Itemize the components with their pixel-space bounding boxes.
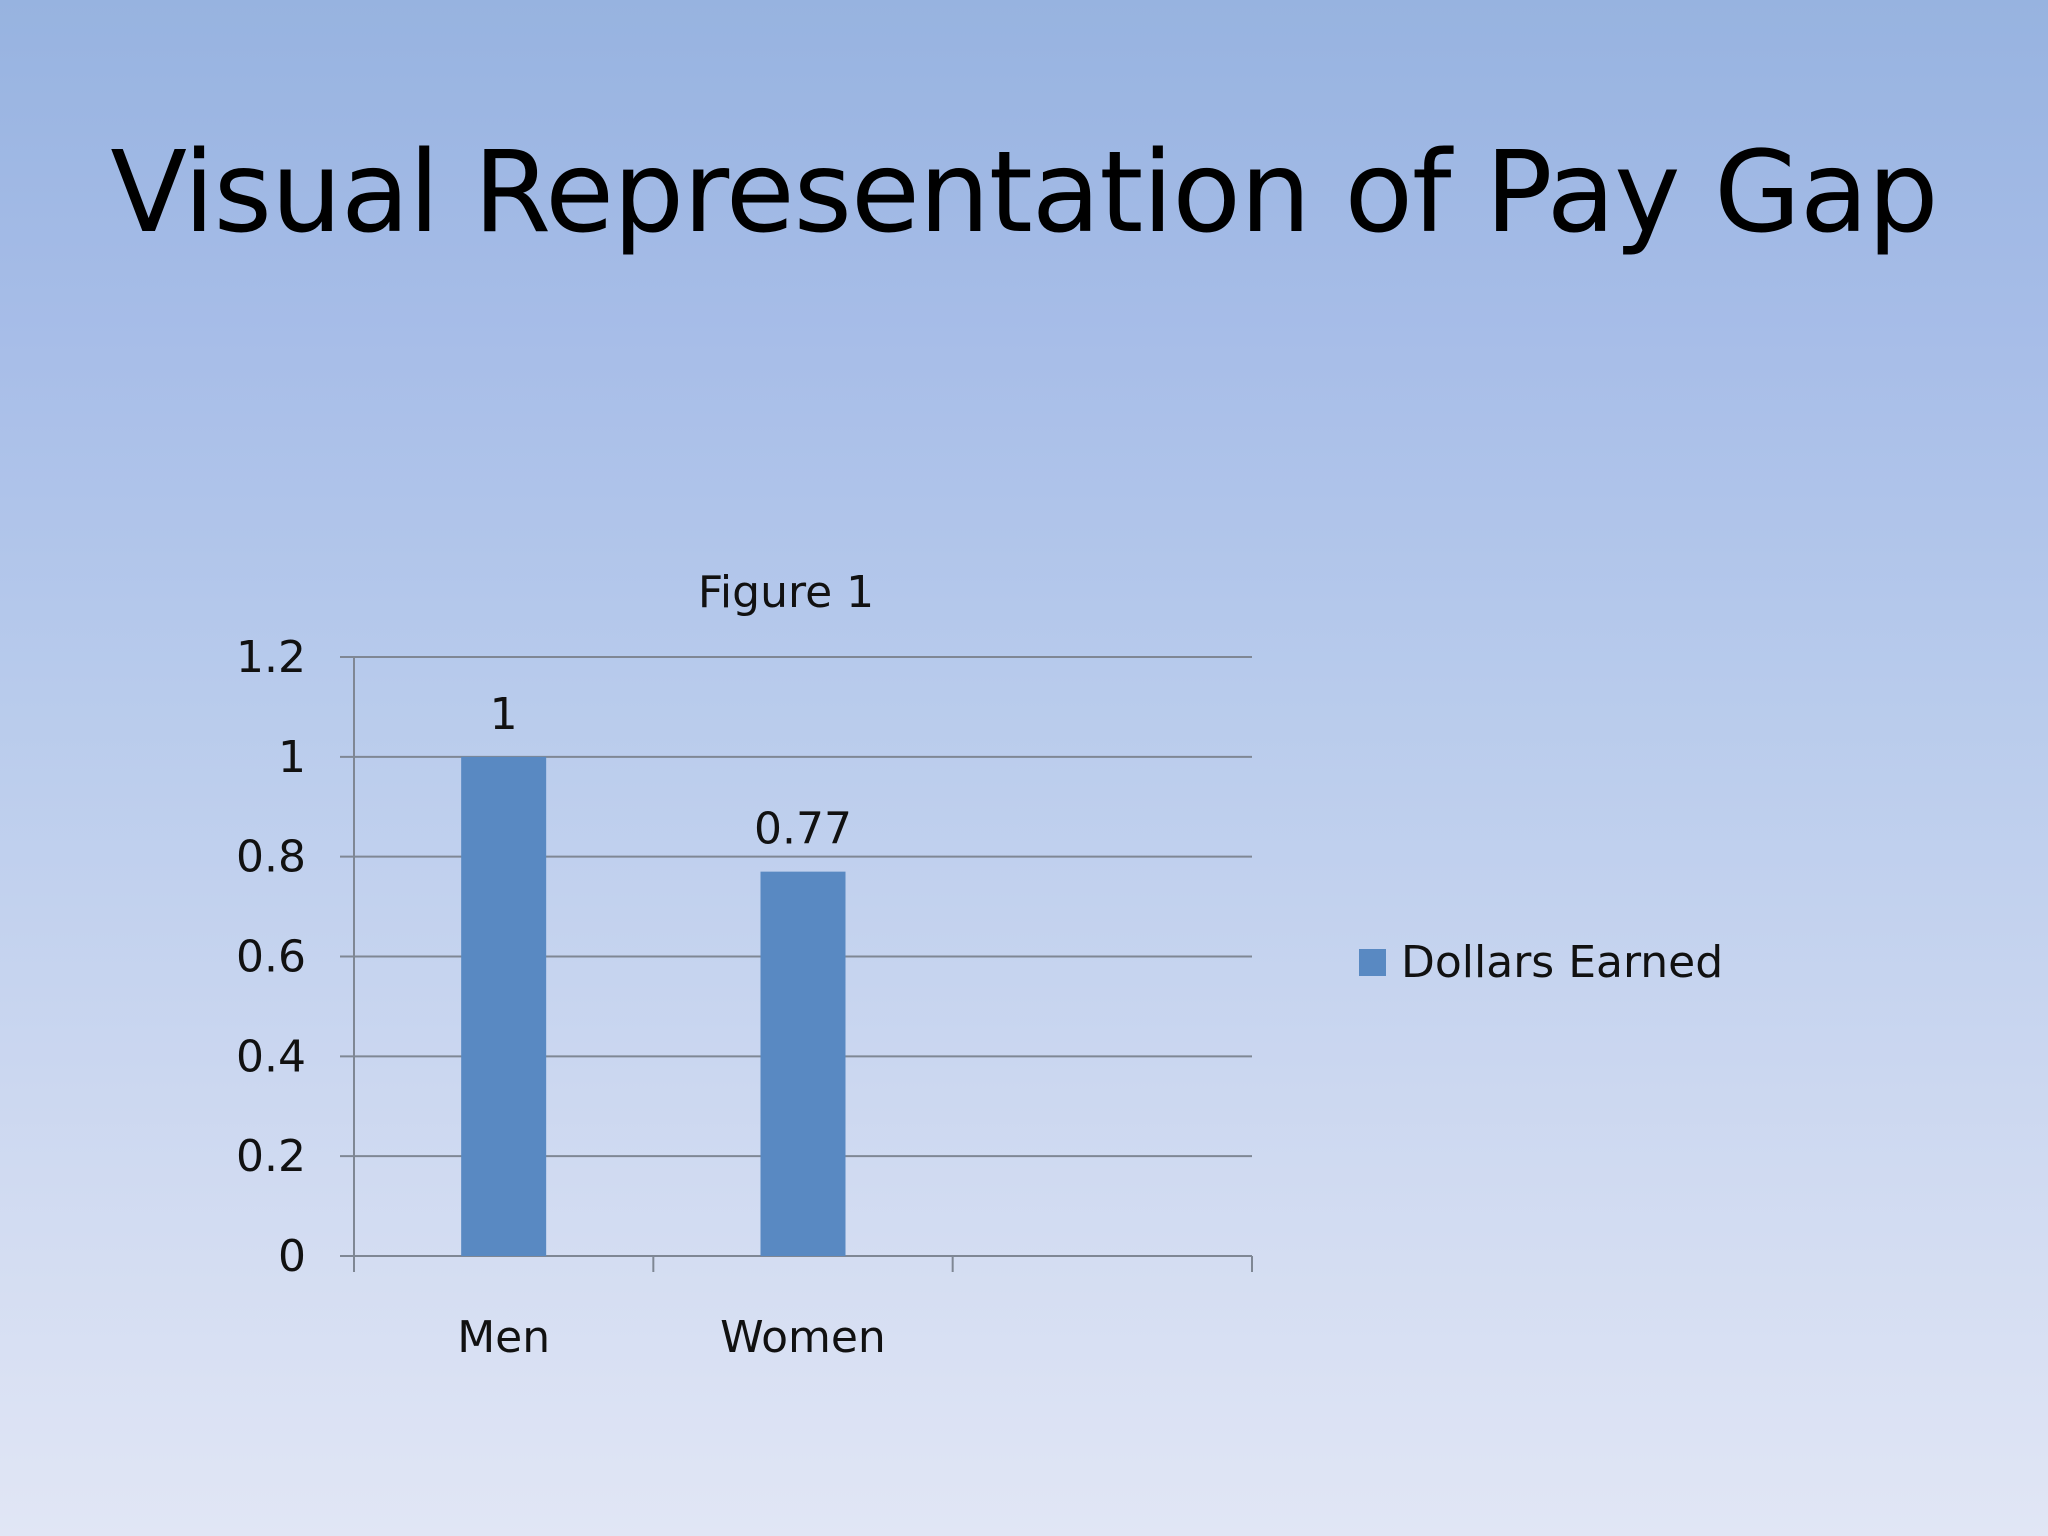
x-category-label: Women <box>720 1312 886 1363</box>
y-tick-label: 1.2 <box>236 632 306 683</box>
bar <box>461 756 547 1256</box>
y-tick-label: 1 <box>278 732 306 783</box>
y-tick-label: 0.6 <box>236 932 306 983</box>
data-label: 1 <box>490 689 518 740</box>
legend-swatch <box>1359 949 1386 976</box>
slide-title: Visual Representation of Pay Gap <box>110 128 1938 258</box>
y-tick-label: 0 <box>278 1231 306 1282</box>
data-label: 0.77 <box>754 804 852 855</box>
y-tick-label: 0.2 <box>236 1131 306 1182</box>
legend-label: Dollars Earned <box>1401 937 1723 988</box>
y-tick-label: 0.4 <box>236 1031 306 1082</box>
bar <box>760 871 846 1256</box>
y-tick-label: 0.8 <box>236 832 306 883</box>
x-category-label: Men <box>457 1312 550 1363</box>
chart-title: Figure 1 <box>698 567 874 618</box>
